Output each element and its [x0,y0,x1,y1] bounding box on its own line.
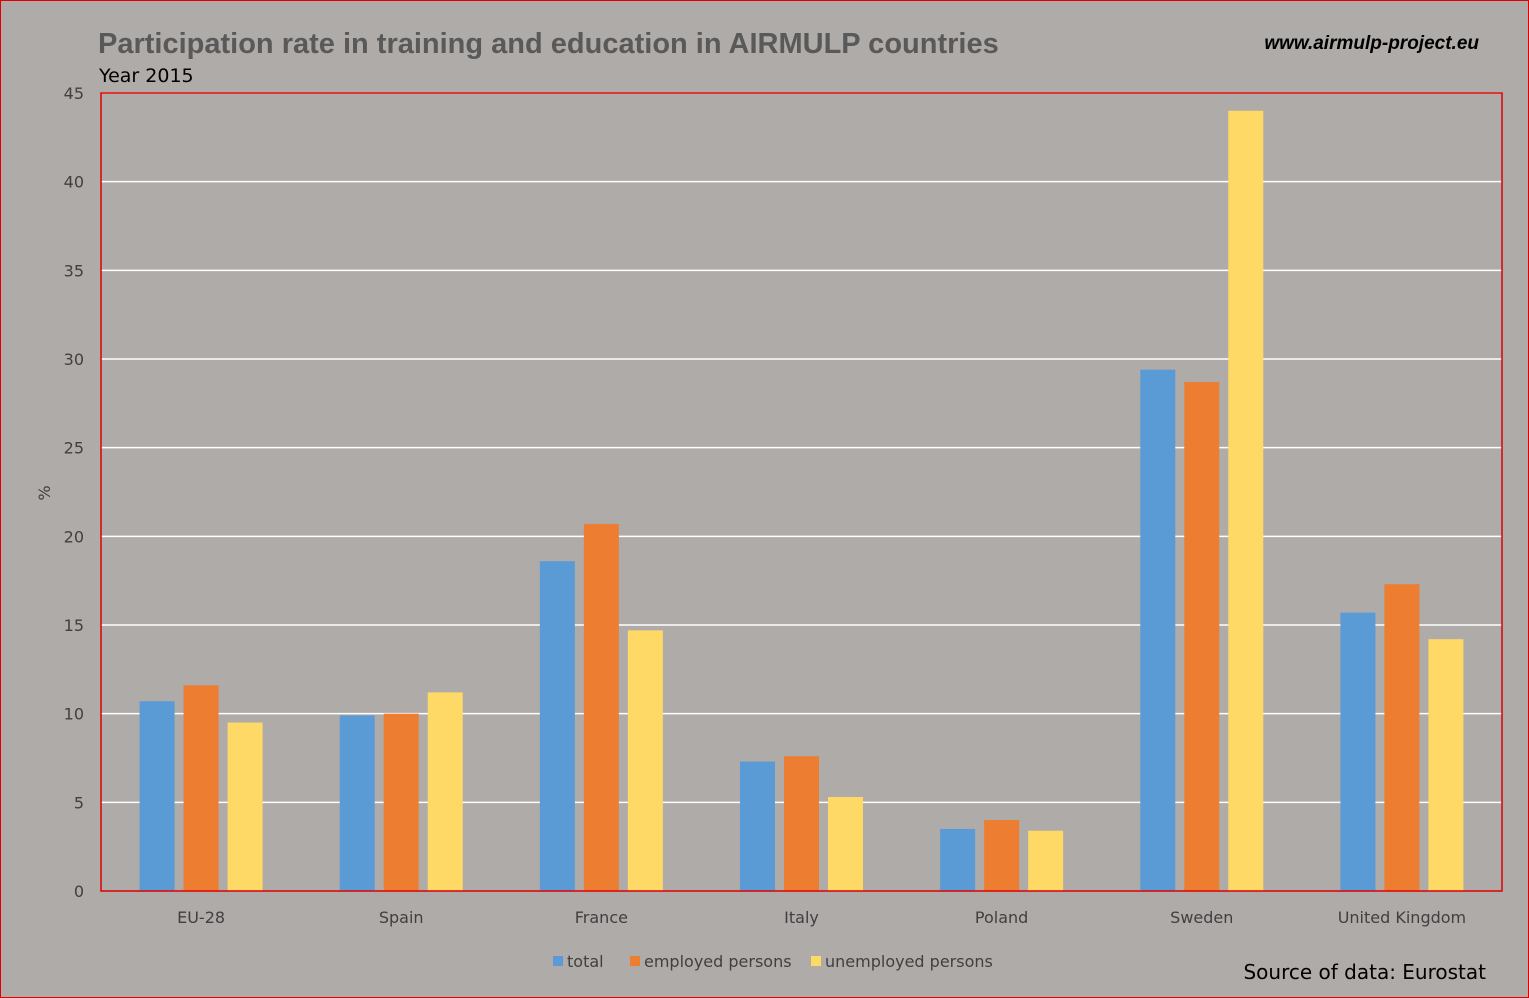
y-tick-label: 15 [64,616,84,635]
y-axis-ticks: 0 5 10 15 20 25 30 35 40 45 [64,84,84,901]
legend-label: employed persons [644,952,792,971]
bar-france-employed-persons [583,523,619,891]
bar-france-total [539,561,575,891]
bar-poland-unemployed-persons [1028,830,1064,891]
bar-sweden-unemployed-persons [1228,110,1264,891]
y-tick-label: 0 [74,882,84,901]
y-tick-label: 10 [64,705,84,724]
x-tick-label: EU-28 [177,908,225,927]
bar-united-kingdom-total [1340,612,1376,891]
y-tick-label: 45 [64,84,84,103]
bar-poland-total [940,828,976,891]
legend-swatch [553,956,563,966]
legend-label: total [567,952,604,971]
bar-sweden-total [1140,369,1176,891]
bar-united-kingdom-unemployed-persons [1428,639,1464,891]
gridlines [101,92,1502,804]
y-tick-label: 5 [74,793,84,812]
x-tick-label: United Kingdom [1338,908,1466,927]
bar-poland-employed-persons [984,820,1020,891]
chart-subtitle: Year 2015 [98,65,194,87]
x-tick-label: Italy [784,908,819,927]
bar-eu-28-unemployed-persons [227,722,263,891]
bar-italy-unemployed-persons [828,797,863,891]
plot-area-border [100,92,1503,892]
source-note: Source of data: Eurostat [1243,960,1486,984]
bar-eu-28-total [139,701,175,891]
bar-united-kingdom-employed-persons [1384,584,1420,891]
bar-sweden-employed-persons [1184,382,1220,891]
legend-label: unemployed persons [825,952,993,971]
bar-spain-employed-persons [383,713,419,891]
x-axis-ticks: EU-28 Spain France Italy Poland Sweden United … [177,908,1466,927]
bar-spain-total [339,715,375,891]
bar-italy-employed-persons [784,756,819,891]
x-tick-label: Sweden [1170,908,1233,927]
y-tick-label: 20 [64,527,84,546]
legend-swatch [630,956,640,966]
legend: total employed persons unemployed persons [553,952,993,971]
y-axis-label: % [35,485,54,500]
y-tick-label: 30 [64,350,84,369]
bar-spain-unemployed-persons [427,692,463,891]
x-tick-label: Poland [975,908,1028,927]
bar-france-unemployed-persons [627,630,663,891]
y-tick-label: 40 [64,173,84,192]
x-tick-label: Spain [379,908,424,927]
bars [139,110,1464,891]
legend-swatch [811,956,821,966]
y-tick-label: 25 [64,439,84,458]
website-url: www.airmulp-project.eu [1264,33,1479,54]
x-tick-label: France [575,908,628,927]
y-tick-label: 35 [64,261,84,280]
bar-eu-28-employed-persons [183,685,219,891]
bar-italy-total [740,761,775,891]
chart-title: Participation rate in training and educa… [98,28,999,60]
